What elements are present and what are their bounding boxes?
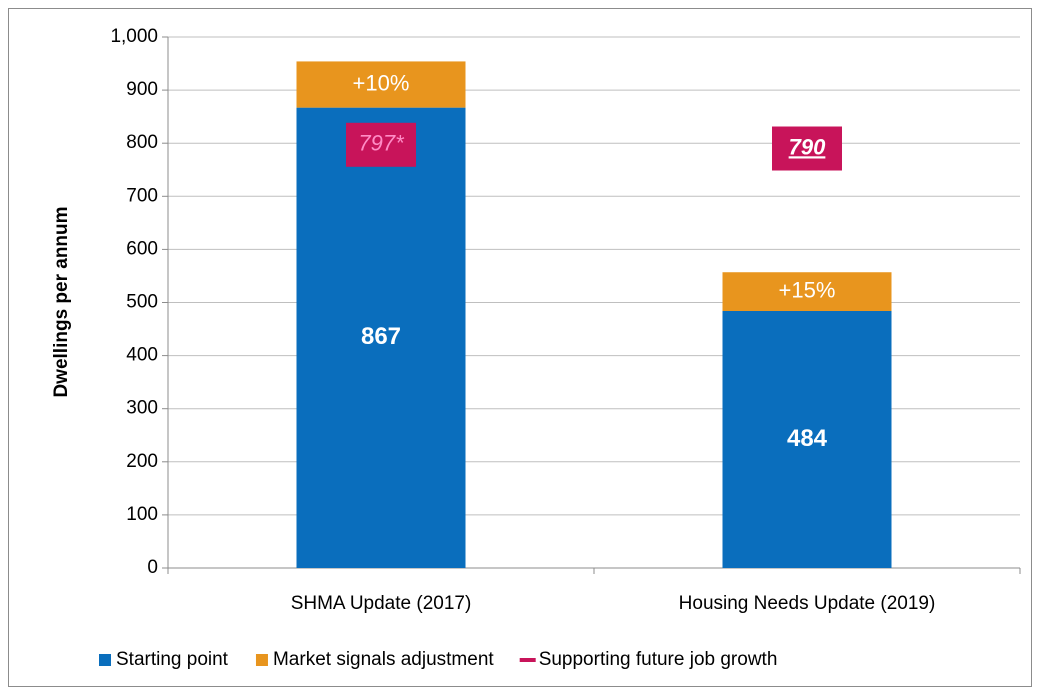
y-tick-label: 800 — [126, 132, 158, 153]
legend-label: Supporting future job growth — [539, 649, 778, 670]
y-tick-label: 700 — [126, 185, 158, 206]
bar-segment — [722, 310, 892, 568]
x-tick-label: Housing Needs Update (2019) — [679, 593, 936, 614]
bar-segment — [296, 107, 466, 569]
y-tick-label: 200 — [126, 451, 158, 472]
legend-label: Market signals adjustment — [273, 649, 494, 670]
data-label: 484 — [787, 425, 828, 452]
bar-segment — [296, 61, 466, 108]
legend-swatch — [255, 654, 268, 666]
marker-box — [346, 122, 416, 167]
y-axis-title: Dwellings per annum — [51, 206, 72, 397]
y-tick-label: 600 — [126, 238, 158, 259]
data-label: 867 — [361, 323, 401, 350]
legend-swatch — [519, 658, 536, 662]
y-tick-label: 900 — [126, 79, 158, 100]
y-tick-label: 1,000 — [110, 26, 158, 47]
segment-label: +15% — [779, 277, 836, 302]
x-tick-label: SHMA Update (2017) — [291, 593, 472, 614]
segment-label: +10% — [353, 70, 410, 95]
y-tick-label: 300 — [126, 398, 158, 419]
marker-label: 790 — [789, 134, 826, 159]
bar-segment — [722, 272, 892, 311]
legend-swatch — [99, 654, 111, 666]
y-tick-label: 0 — [147, 557, 158, 578]
y-tick-label: 400 — [126, 345, 158, 366]
marker-box — [772, 126, 842, 171]
y-tick-label: 100 — [126, 504, 158, 525]
legend-label: Starting point — [116, 649, 229, 670]
y-tick-label: 500 — [126, 292, 158, 313]
marker-label: 797* — [358, 131, 405, 156]
